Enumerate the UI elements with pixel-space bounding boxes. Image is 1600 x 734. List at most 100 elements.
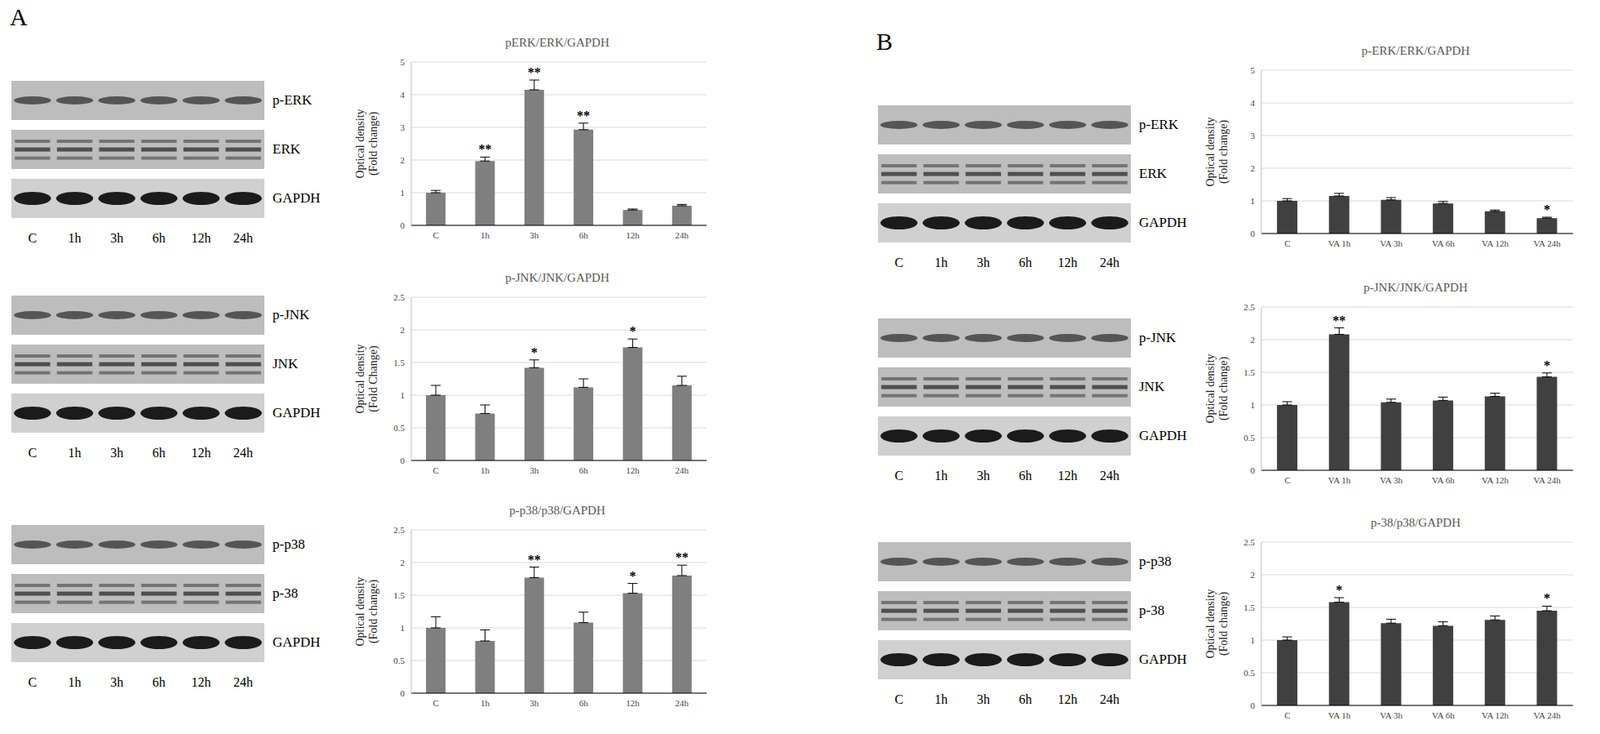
svg-text:Optical density(Fold change): Optical density(Fold change) <box>354 576 381 646</box>
svg-text:4: 4 <box>1250 97 1256 108</box>
svg-text:12h: 12h <box>625 697 640 708</box>
html-text:ERK: ERK <box>1139 165 1167 182</box>
svg-text:VA 3h: VA 3h <box>1379 474 1403 485</box>
svg-text:1h: 1h <box>480 465 491 475</box>
svg-text:Optical density(Fold change): Optical density(Fold change) <box>1204 588 1231 658</box>
svg-text:2.5: 2.5 <box>1243 301 1255 312</box>
svg-text:C: C <box>1284 709 1290 720</box>
html-text:GAPDH: GAPDH <box>272 633 321 650</box>
svg-text:2: 2 <box>400 324 406 335</box>
svg-text:VA 12h: VA 12h <box>1481 238 1510 249</box>
svg-text:0: 0 <box>400 687 406 698</box>
svg-text:6h: 6h <box>579 697 590 708</box>
svg-text:24h: 24h <box>675 230 690 240</box>
svg-text:0: 0 <box>1250 465 1256 475</box>
svg-text:*: * <box>1543 202 1551 217</box>
svg-text:**: ** <box>1332 313 1346 328</box>
html-text:B: B <box>876 27 893 55</box>
svg-text:**: ** <box>576 108 590 123</box>
svg-text:0.5: 0.5 <box>1243 432 1255 443</box>
svg-text:1: 1 <box>400 622 406 633</box>
svg-text:0.5: 0.5 <box>393 655 405 665</box>
svg-text:C: C <box>432 465 439 475</box>
svg-text:1.5: 1.5 <box>1243 602 1255 612</box>
svg-text:Optical density(Fold change): Optical density(Fold change) <box>1204 116 1231 187</box>
svg-text:VA 24h: VA 24h <box>1533 474 1562 485</box>
svg-text:1.5: 1.5 <box>393 357 405 368</box>
svg-text:0.5: 0.5 <box>393 422 405 433</box>
svg-text:1: 1 <box>400 390 406 400</box>
svg-text:VA 3h: VA 3h <box>1379 709 1403 720</box>
svg-text:**: ** <box>675 549 689 564</box>
svg-text:C: C <box>1284 474 1290 485</box>
svg-text:0.5: 0.5 <box>1243 667 1255 678</box>
svg-text:2: 2 <box>1250 569 1256 580</box>
svg-text:5: 5 <box>1250 65 1256 76</box>
svg-text:1.5: 1.5 <box>1243 367 1255 377</box>
svg-text:1: 1 <box>1250 195 1256 206</box>
svg-text:12h: 12h <box>625 465 640 475</box>
svg-text:0: 0 <box>1250 228 1256 239</box>
svg-text:2: 2 <box>400 155 406 165</box>
svg-text:1h: 1h <box>480 697 491 708</box>
svg-text:1: 1 <box>400 187 406 198</box>
svg-text:4: 4 <box>400 89 406 100</box>
svg-text:2: 2 <box>400 557 406 568</box>
svg-text:2: 2 <box>1250 163 1256 173</box>
svg-text:5: 5 <box>400 57 406 67</box>
svg-text:2.5: 2.5 <box>393 292 405 302</box>
svg-text:*: * <box>531 345 538 360</box>
svg-text:0: 0 <box>400 220 406 231</box>
svg-text:VA 3h: VA 3h <box>1379 238 1403 249</box>
svg-text:VA 24h: VA 24h <box>1533 709 1562 720</box>
svg-text:VA 12h: VA 12h <box>1481 474 1510 485</box>
svg-text:Optical density(Fold change): Optical density(Fold change) <box>354 108 381 178</box>
svg-text:6h: 6h <box>579 465 590 475</box>
html-text:p-JNK: p-JNK <box>272 306 310 323</box>
html-text:GAPDH: GAPDH <box>1139 214 1187 231</box>
svg-text:VA 1h: VA 1h <box>1328 709 1352 720</box>
svg-text:VA 1h: VA 1h <box>1328 474 1352 485</box>
html-text:JNK: JNK <box>272 355 298 372</box>
svg-text:2: 2 <box>1250 334 1256 345</box>
svg-text:*: * <box>1543 590 1551 605</box>
svg-text:Optical density(Fold change): Optical density(Fold change) <box>1204 353 1231 423</box>
html-text:GAPDH: GAPDH <box>272 404 321 421</box>
svg-text:3h: 3h <box>529 697 540 708</box>
svg-text:24h: 24h <box>675 465 690 475</box>
svg-text:1h: 1h <box>480 230 491 240</box>
svg-text:VA 1h: VA 1h <box>1328 238 1352 249</box>
svg-text:C: C <box>432 697 439 708</box>
svg-text:*: * <box>1335 582 1343 597</box>
svg-text:*: * <box>1543 358 1551 373</box>
svg-text:2.5: 2.5 <box>393 524 405 535</box>
svg-text:C: C <box>1284 238 1290 249</box>
svg-text:C: C <box>432 230 439 240</box>
svg-text:2.5: 2.5 <box>1243 536 1255 547</box>
svg-text:3h: 3h <box>529 465 540 475</box>
svg-text:VA 6h: VA 6h <box>1431 238 1455 249</box>
svg-text:**: ** <box>527 65 541 80</box>
svg-text:1: 1 <box>1250 399 1256 410</box>
svg-text:3: 3 <box>1250 130 1256 141</box>
html-text:A: A <box>9 3 28 31</box>
svg-text:3h: 3h <box>529 230 540 240</box>
svg-text:*: * <box>629 568 636 583</box>
html-text:p-ERK: p-ERK <box>1139 116 1179 133</box>
svg-text:0: 0 <box>1250 700 1256 710</box>
svg-text:VA 24h: VA 24h <box>1533 238 1562 249</box>
svg-text:**: ** <box>478 141 492 156</box>
svg-text:VA 12h: VA 12h <box>1481 709 1510 720</box>
svg-text:VA 6h: VA 6h <box>1431 709 1455 720</box>
svg-text:0: 0 <box>400 455 406 466</box>
svg-text:Optical density(Fold Change): Optical density(Fold Change) <box>354 343 381 413</box>
svg-text:1: 1 <box>1250 634 1256 645</box>
svg-text:24h: 24h <box>675 697 690 708</box>
svg-text:*: * <box>629 323 636 338</box>
svg-text:VA 6h: VA 6h <box>1431 474 1455 485</box>
svg-text:**: ** <box>527 552 541 567</box>
svg-text:6h: 6h <box>579 230 590 240</box>
svg-text:12h: 12h <box>625 230 640 240</box>
svg-text:3: 3 <box>400 122 406 133</box>
svg-text:1.5: 1.5 <box>393 589 405 600</box>
